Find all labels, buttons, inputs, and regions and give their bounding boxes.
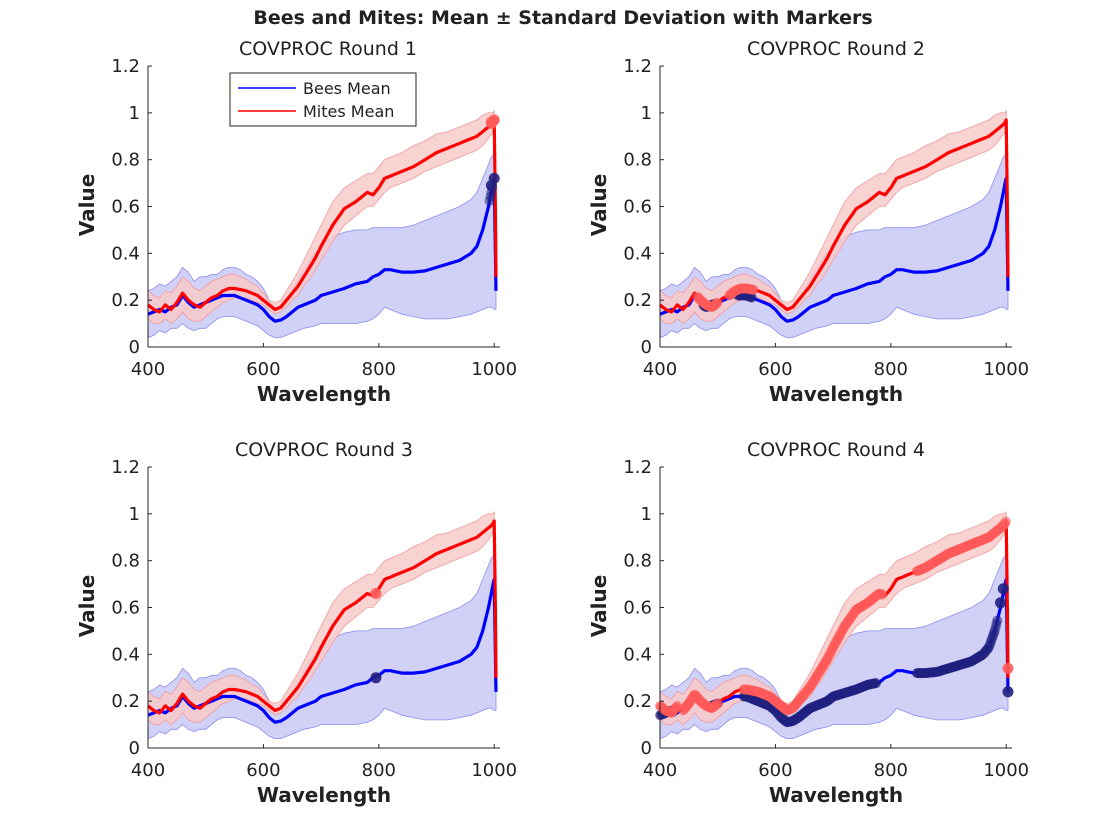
bees-marker xyxy=(992,615,1003,626)
panel-title: COVPROC Round 4 xyxy=(747,439,925,461)
y-tick-label: 0 xyxy=(641,337,652,358)
y-tick-label: 0.8 xyxy=(111,150,140,171)
panel-title: COVPROC Round 3 xyxy=(235,439,413,461)
bees-marker xyxy=(995,597,1006,609)
x-tick-label: 400 xyxy=(131,760,165,781)
plot-area: 0 0.2 0.4 0.6 0.8 1 1.2 400 600 800 1000 xyxy=(623,457,1029,781)
x-tick-label: 800 xyxy=(362,359,396,380)
x-tick-label: 600 xyxy=(246,359,280,380)
x-tick-label: 1000 xyxy=(471,359,517,380)
x-tick-label: 800 xyxy=(874,359,908,380)
x-tick-label: 600 xyxy=(246,760,280,781)
mites-marker xyxy=(370,588,382,599)
plot-area: 0 0.2 0.4 0.6 0.8 1 1.2 400 600 800 1000 xyxy=(623,56,1029,380)
y-tick-label: 0.6 xyxy=(111,197,140,218)
mites-marker xyxy=(877,589,888,600)
y-axis-label: Value xyxy=(587,575,611,638)
legend-label-bees: Bees Mean xyxy=(303,79,391,98)
y-tick-label: 1.2 xyxy=(111,457,140,478)
y-tick-label: 0.2 xyxy=(111,691,140,712)
x-tick-label: 600 xyxy=(758,359,792,380)
x-axis-label: Wavelength xyxy=(257,783,391,807)
y-tick-label: 0 xyxy=(129,738,140,759)
y-tick-label: 1 xyxy=(641,504,652,525)
bees-marker xyxy=(1002,686,1014,698)
y-tick-label: 0.8 xyxy=(623,551,652,572)
y-tick-label: 0.4 xyxy=(623,243,652,264)
x-axis-label: Wavelength xyxy=(769,783,903,807)
mites-marker xyxy=(488,114,500,126)
x-axis-label: Wavelength xyxy=(257,382,391,406)
x-tick-label: 400 xyxy=(643,359,677,380)
y-tick-label: 0.2 xyxy=(111,290,140,311)
panel-round-2: COVPROC Round 2 Value Wavelength 0 0.2 0.4… xyxy=(587,38,1029,406)
y-tick-label: 0.4 xyxy=(623,644,652,665)
mites-marker xyxy=(1002,662,1014,674)
x-tick-label: 800 xyxy=(362,760,396,781)
y-tick-label: 1 xyxy=(129,504,140,525)
y-axis-label: Value xyxy=(75,174,99,237)
plot-area: 0 0.2 0.4 0.6 0.8 1 1.2 400 600 800 1000 xyxy=(111,457,517,781)
mites-mean-line xyxy=(147,118,498,314)
legend: Bees Mean Mites Mean xyxy=(229,72,417,127)
y-tick-label: 0.2 xyxy=(623,691,652,712)
panel-title: COVPROC Round 1 xyxy=(239,38,417,60)
mites-marker xyxy=(748,284,759,295)
bees-mean-line xyxy=(147,176,498,323)
y-tick-label: 0 xyxy=(129,337,140,358)
y-tick-label: 0.6 xyxy=(623,197,652,218)
plot-area: 0 0.2 0.4 0.6 0.8 1 1.2 400 600 800 1000 xyxy=(111,56,517,380)
y-tick-label: 1 xyxy=(641,103,652,124)
y-tick-label: 0.4 xyxy=(111,243,140,264)
y-tick-label: 0.8 xyxy=(111,551,140,572)
panel-title: COVPROC Round 2 xyxy=(747,38,925,60)
bees-marker xyxy=(488,172,500,184)
legend-label-mites: Mites Mean xyxy=(303,102,394,121)
mites-marker xyxy=(712,297,723,308)
bees-marker xyxy=(370,672,382,684)
y-tick-label: 0.6 xyxy=(111,598,140,619)
y-tick-label: 1.2 xyxy=(111,56,140,77)
x-tick-label: 1000 xyxy=(471,760,517,781)
panel-round-4: COVPROC Round 4 Value Wavelength 0 0.2 0.4… xyxy=(587,439,1029,807)
x-tick-label: 1000 xyxy=(983,760,1029,781)
y-tick-label: 1 xyxy=(129,103,140,124)
y-tick-label: 1.2 xyxy=(623,457,652,478)
suptitle: Bees and Mites: Mean ± Standard Deviatio… xyxy=(253,7,872,29)
bees-marker xyxy=(746,292,757,303)
x-tick-label: 600 xyxy=(758,760,792,781)
x-tick-label: 400 xyxy=(643,760,677,781)
x-tick-label: 400 xyxy=(131,359,165,380)
y-tick-label: 1.2 xyxy=(623,56,652,77)
bees-marker xyxy=(871,678,882,689)
y-tick-label: 0.6 xyxy=(623,598,652,619)
y-axis-label: Value xyxy=(587,174,611,237)
y-axis-label: Value xyxy=(75,575,99,638)
bees-mean-line xyxy=(147,577,498,724)
x-tick-label: 800 xyxy=(874,760,908,781)
mites-marker xyxy=(1000,516,1011,527)
y-tick-label: 0.4 xyxy=(111,644,140,665)
bees-marker xyxy=(997,583,1009,595)
x-tick-label: 1000 xyxy=(983,359,1029,380)
panel-round-1: COVPROC Round 1 Value Wavelength 0 0.2 0.4… xyxy=(75,38,517,406)
legend-box xyxy=(229,72,417,127)
x-axis-label: Wavelength xyxy=(769,382,903,406)
mites-mean-line xyxy=(147,519,498,715)
mites-marker xyxy=(712,698,723,709)
y-tick-label: 0.8 xyxy=(623,150,652,171)
y-tick-label: 0.2 xyxy=(623,290,652,311)
y-tick-label: 0 xyxy=(641,738,652,759)
panel-round-3: COVPROC Round 3 Value Wavelength 0 0.2 0.4… xyxy=(75,439,517,807)
